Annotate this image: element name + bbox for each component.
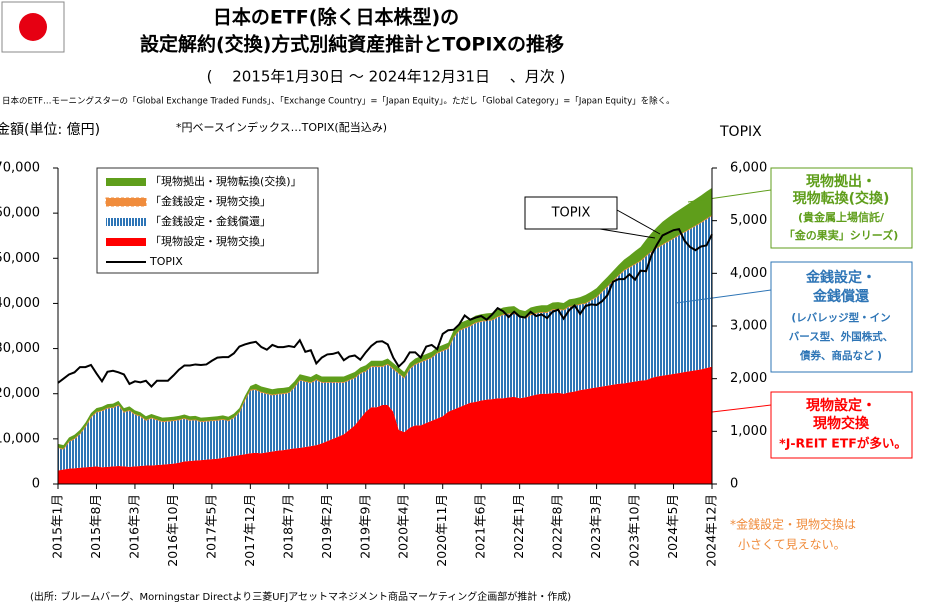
callout-blue: 金銭設定・ 金銭償還 (レバレッジ型・イン バース型、外国株式、 債券、商品など… <box>675 261 913 373</box>
legend-label: TOPIX <box>149 255 183 268</box>
y2-tick-label: 1,000 <box>730 424 767 439</box>
y-tick-label: 30,000 <box>0 341 40 356</box>
box <box>770 167 913 249</box>
y-tick-label: 70,000 <box>0 161 40 176</box>
x-tick-label: 2015年1月 <box>50 494 65 559</box>
x-tick-label: 2015年8月 <box>88 494 103 559</box>
y2-tick-label: 2,000 <box>730 371 767 386</box>
callout-topix: TOPIX <box>524 196 661 239</box>
x-tick-label: 2023年3月 <box>588 494 603 559</box>
y-tick-label: 40,000 <box>0 296 40 311</box>
annotation: 債券、商品など ) <box>799 349 882 362</box>
y-tick-label: 10,000 <box>0 431 40 446</box>
y2-tick-label: 6,000 <box>730 161 767 176</box>
x-tick-label: 2018年7月 <box>280 494 295 559</box>
annotation: 現物設定・ <box>806 397 876 414</box>
legend-label: 「金銭設定・現物交換」 <box>150 194 271 208</box>
y2-tick-label: 0 <box>730 477 738 492</box>
annotation: TOPIX <box>551 206 591 221</box>
y-tick-label: 50,000 <box>0 251 40 266</box>
x-tick-label: 2023年10月 <box>627 494 642 567</box>
x-tick-label: 2020年11月 <box>434 494 449 567</box>
y2-tick-label: 4,000 <box>730 266 767 281</box>
legend-swatch <box>106 218 146 226</box>
y-axis-label: 金額(単位: 億円) <box>0 122 100 138</box>
y2-tick-label: 3,000 <box>730 319 767 334</box>
area <box>58 366 712 484</box>
flag-disc <box>19 13 47 41</box>
leader <box>711 404 772 413</box>
legend-label: 「金銭設定・金銭償還」 <box>150 214 271 228</box>
y2-axis-label: TOPIX <box>719 124 762 140</box>
x-tick-label: 2017年5月 <box>203 494 218 559</box>
annotation: 現物転換(交換) <box>793 190 890 207</box>
annotation: (貴金属上場信託/ <box>798 210 885 224</box>
annotation: *J-REIT ETFが多い。 <box>779 436 907 451</box>
y2-tick-label: 5,000 <box>730 213 767 228</box>
x-tick-label: 2016年3月 <box>126 494 141 559</box>
y-tick-label: 20,000 <box>0 386 40 401</box>
callout-green: 現物拠出・ 現物転換(交換) (貴金属上場信託/ 「金の果実」シリーズ) <box>687 167 913 249</box>
x-tick-label: 2017年12月 <box>242 494 257 567</box>
y-tick-label: 0 <box>32 477 40 492</box>
leader <box>616 209 661 235</box>
x-tick-label: 2024年5月 <box>665 494 680 559</box>
x-tick-label: 2016年10月 <box>165 494 180 567</box>
x-tick-label: 2022年8月 <box>550 494 565 559</box>
title-line: 設定解約(交換)方式別純資産推計とTOPIXの推移 <box>140 33 564 56</box>
leader <box>675 289 772 304</box>
index-note: *円ベースインデックス…TOPIX(配当込み) <box>176 120 387 134</box>
annotation: バース型、外国株式、 <box>789 330 893 343</box>
annotation: 小さくて見えない。 <box>738 538 846 552</box>
title-line: 日本のETF(除く日本株型)の <box>213 6 459 29</box>
annotation: 「金の果実」シリーズ) <box>784 228 898 242</box>
annotation: (レバレッジ型・イン <box>791 311 890 324</box>
x-tick-label: 2022年1月 <box>511 494 526 559</box>
line <box>57 227 713 389</box>
x-tick-label: 2019年9月 <box>357 494 372 559</box>
legend-label: 「現物拠出・現物転換(交換)」 <box>150 174 302 188</box>
leader <box>687 189 772 203</box>
leader <box>599 228 656 239</box>
callout-red: 現物設定・ 現物交換 *J-REIT ETFが多い。 <box>711 391 913 459</box>
area <box>58 215 712 471</box>
source: (出所: ブルームバーグ、Morningstar Directより三菱UFJアセ… <box>30 590 571 603</box>
legend-swatch <box>106 238 146 246</box>
annotation: 現物交換 <box>813 415 870 432</box>
x-tick-label: 2021年6月 <box>473 494 488 559</box>
x-tick-label: 2024年12月 <box>704 494 719 567</box>
box <box>770 261 913 373</box>
legend-entries: 「現物拠出・現物転換(交換)」「金銭設定・現物交換」「金銭設定・金銭償還」「現物… <box>105 174 302 268</box>
annotation: 金銭設定・ <box>805 269 876 286</box>
note: 日本のETF…モーニングスターの「Global Exchange Traded … <box>2 96 675 107</box>
x-tick-label: 2020年4月 <box>396 494 411 559</box>
legend-label: 「現物設定・現物交換」 <box>150 234 271 248</box>
legend-swatch <box>106 178 146 186</box>
box <box>770 391 913 459</box>
annotation: 金銭償還 <box>812 288 870 305</box>
annotation: 現物拠出・ <box>806 173 876 190</box>
legend-swatch <box>105 197 147 207</box>
x-tick-label: 2019年2月 <box>319 494 334 559</box>
subtitle: ( 2015年1月30日 ～ 2024年12月31日 、月次 ) <box>207 68 566 86</box>
annotation: *金銭設定・現物交換は <box>730 517 856 532</box>
box <box>524 196 618 230</box>
y-tick-label: 60,000 <box>0 206 40 221</box>
